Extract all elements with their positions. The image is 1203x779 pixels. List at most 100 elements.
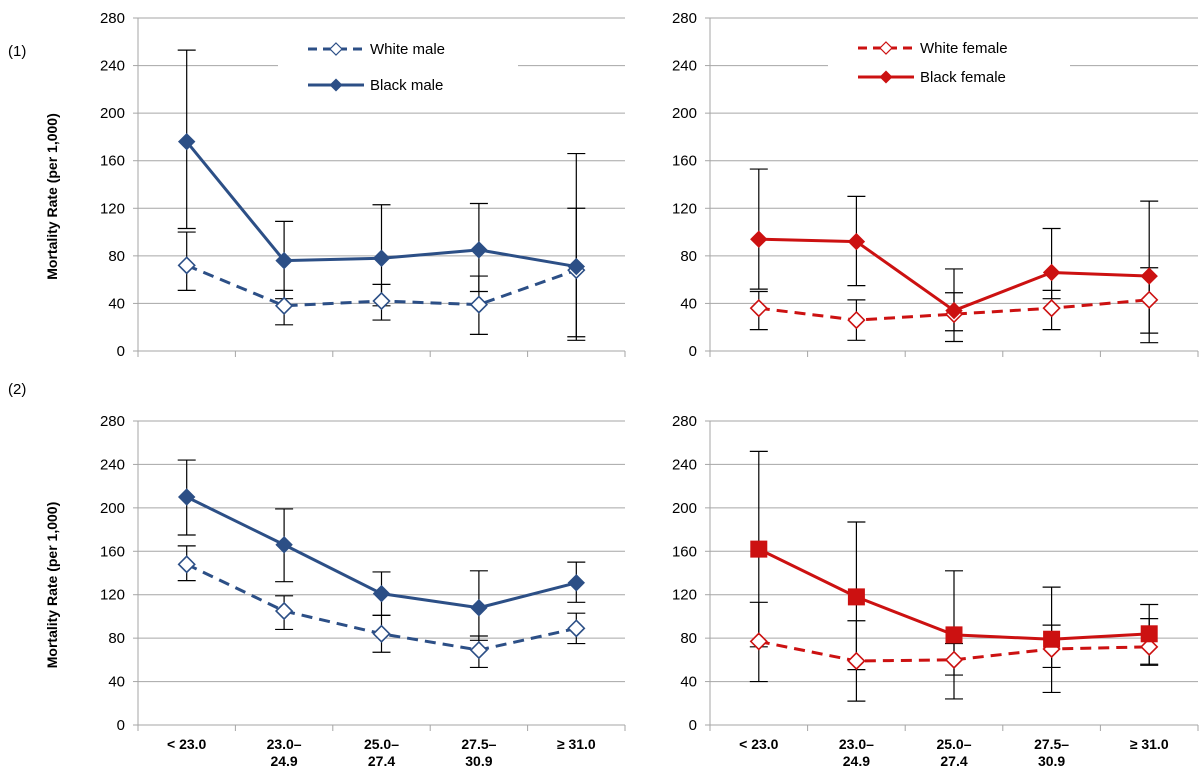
y-tick-label: 280	[100, 10, 125, 27]
y-tick-label: 40	[108, 674, 125, 691]
data-point	[847, 310, 866, 330]
data-point	[469, 640, 489, 660]
y-tick-label: 240	[672, 58, 697, 75]
y-tick-label: 160	[100, 543, 125, 560]
y-tick-label: 240	[672, 456, 697, 473]
x-tick-label: 23.0– 24.9	[839, 736, 874, 769]
y-tick-label: 200	[100, 105, 125, 122]
x-tick-label: 25.0– 27.4	[936, 736, 971, 769]
legend-label: Black female	[920, 69, 1006, 86]
y-tick-label: 120	[100, 200, 125, 217]
data-point	[1042, 263, 1061, 282]
data-point	[275, 536, 293, 554]
data-point	[945, 626, 963, 644]
y-tick-label: 0	[689, 343, 697, 360]
y-tick-label: 200	[100, 500, 125, 517]
data-point	[749, 299, 768, 318]
data-point	[567, 619, 586, 638]
chart-panel-3: 0 40 80 120 160 200 240 280 < 23.0 23.0– 24.9 25.0–…	[44, 413, 626, 769]
x-tick-label: < 23.0	[167, 736, 207, 752]
data-point	[177, 555, 196, 574]
data-point	[847, 651, 866, 671]
data-point	[847, 588, 865, 606]
data-point	[750, 540, 768, 558]
y-tick-label: 120	[672, 587, 697, 604]
legend-marker	[879, 41, 893, 55]
y-tick-label: 0	[117, 717, 125, 734]
data-point	[274, 601, 294, 621]
data-point	[372, 249, 391, 267]
data-point	[275, 251, 293, 270]
y-tick-label: 0	[689, 717, 697, 734]
legend: White male Black male	[308, 41, 445, 94]
y-tick-label: 40	[108, 295, 125, 312]
data-point	[1140, 267, 1158, 285]
y-axis-label: Mortality Rate (per 1,000)	[44, 113, 60, 280]
legend-marker	[329, 42, 343, 56]
y-tick-label: 120	[672, 200, 697, 217]
y-tick-label: 80	[680, 248, 697, 265]
y-tick-label: 0	[117, 343, 125, 360]
data-point	[1140, 625, 1158, 643]
chart-panel-4: 0 40 80 120 160 200 240 280 < 23.0 23.0– 24.9 25.0–…	[672, 413, 1199, 769]
y-tick-label: 280	[100, 413, 125, 430]
legend-marker	[879, 70, 893, 84]
x-tick-label: 25.0– 27.4	[364, 736, 399, 769]
data-point	[177, 256, 196, 275]
x-tick-label: 23.0– 24.9	[267, 736, 302, 769]
y-tick-label: 80	[108, 248, 125, 265]
data-point	[177, 488, 196, 506]
data-point	[567, 257, 586, 276]
series-line-1	[758, 298, 1150, 322]
chart-panel-1: 0 40 80 120 160 200 240 280 Mortality Rate (per …	[44, 10, 626, 360]
row-label-2: (2)	[8, 381, 27, 398]
row-label-1: (1)	[8, 43, 27, 60]
x-tick-label: 27.5– 30.9	[461, 736, 496, 769]
legend-label: White male	[370, 41, 445, 58]
y-tick-label: 40	[680, 674, 697, 691]
data-point	[750, 230, 768, 248]
legend-label: Black male	[370, 77, 443, 94]
y-tick-label: 40	[680, 295, 697, 312]
y-tick-label: 240	[100, 58, 125, 75]
series-line-1	[758, 639, 1150, 663]
y-tick-label: 160	[672, 543, 697, 560]
data-point	[945, 301, 963, 320]
y-tick-label: 280	[672, 10, 697, 27]
data-point	[847, 232, 866, 251]
x-tick-label: ≥ 31.0	[1130, 736, 1169, 752]
data-point	[470, 599, 488, 617]
x-tick-label: < 23.0	[739, 736, 779, 752]
y-tick-label: 160	[672, 153, 697, 170]
y-tick-label: 160	[100, 153, 125, 170]
x-tick-label: 27.5– 30.9	[1034, 736, 1069, 769]
data-point	[1140, 637, 1159, 656]
y-tick-label: 240	[100, 456, 125, 473]
data-point	[372, 624, 391, 643]
data-point	[372, 584, 391, 603]
chart-panel-2: 0 40 80 120 160 200 240 280 White female Black fe…	[672, 10, 1199, 360]
data-point	[469, 295, 489, 314]
data-point	[1043, 630, 1061, 648]
y-tick-label: 120	[100, 587, 125, 604]
data-point	[274, 296, 294, 315]
y-tick-label: 200	[672, 105, 697, 122]
legend-marker	[329, 78, 343, 92]
legend-label: White female	[920, 40, 1008, 57]
data-point	[749, 632, 768, 651]
x-tick-label: ≥ 31.0	[557, 736, 596, 752]
legend: White female Black female	[858, 40, 1008, 86]
y-tick-label: 80	[680, 630, 697, 647]
data-point	[567, 574, 586, 592]
y-axis-label: Mortality Rate (per 1,000)	[44, 502, 60, 669]
data-point	[1042, 299, 1061, 318]
data-point	[1140, 290, 1159, 309]
data-point	[177, 132, 196, 151]
data-point	[944, 650, 964, 669]
data-point	[372, 291, 391, 311]
y-tick-label: 280	[672, 413, 697, 430]
y-tick-label: 200	[672, 500, 697, 517]
y-tick-label: 80	[108, 630, 125, 647]
